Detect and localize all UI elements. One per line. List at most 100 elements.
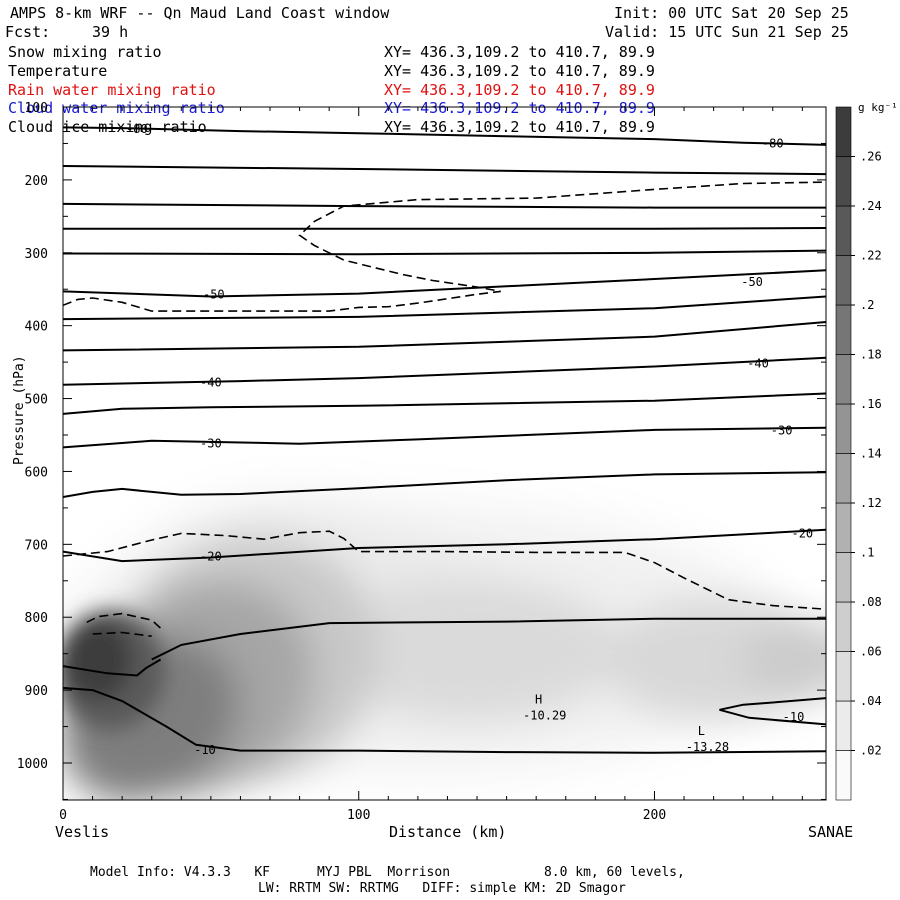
y-tick-label: 300 (25, 247, 48, 262)
colorbar-label: .16 (860, 397, 882, 411)
contour-label: -30 (771, 424, 793, 438)
right-endpoint-label: SANAE (808, 823, 854, 841)
y-tick-label: 800 (25, 611, 48, 626)
colorbar-bin (835, 403, 852, 454)
colorbar-bin (835, 156, 852, 207)
temperature-contour (63, 471, 826, 498)
high-marker: H (535, 693, 542, 707)
extremum-value: -10.29 (523, 709, 566, 723)
contour-label: -10 (783, 710, 805, 724)
x-tick-label: 200 (643, 808, 666, 823)
colorbar-bin (835, 750, 852, 801)
dashed-contour (63, 530, 826, 610)
colorbar-label: .04 (860, 694, 882, 708)
plot-frame (62, 106, 827, 801)
y-tick-label: 100 (25, 101, 48, 116)
valid-time: Valid: 15 UTC Sun 21 Sep 25 (605, 23, 849, 41)
field-name-temperature: Temperature (8, 62, 108, 80)
y-tick-label: 700 (25, 538, 48, 553)
colorbar-bin (835, 304, 852, 355)
colorbar-unit: g kg⁻¹ (858, 101, 898, 114)
contour-label: -80 (126, 122, 148, 136)
y-tick-label: 500 (25, 393, 48, 408)
temperature-contour (63, 356, 826, 386)
temperature-contour (63, 202, 826, 209)
y-axis-label: Pressure (hPa) (12, 355, 27, 465)
temperature-contour (719, 697, 826, 726)
y-tick-label: 900 (25, 684, 48, 699)
temperature-contour (63, 392, 826, 415)
y-tick-label: 1000 (17, 757, 48, 772)
colorbar-label: .14 (860, 447, 882, 461)
colorbar-bin (835, 354, 852, 405)
temperature-contour (63, 227, 826, 230)
temperature-contour (63, 686, 826, 754)
colorbar-label: .22 (860, 249, 882, 263)
colorbar-bin (835, 205, 852, 256)
left-endpoint-label: Veslis (55, 823, 110, 841)
contour-label: -80 (762, 136, 784, 150)
colorbar-bin (835, 601, 852, 652)
temperature-contour (63, 658, 162, 677)
snow-mixing-ratio-shading (63, 500, 826, 800)
field-xy-snow: XY= 436.3,109.2 to 410.7, 89.9 (384, 43, 655, 61)
field-xy-temperature: XY= 436.3,109.2 to 410.7, 89.9 (384, 62, 655, 80)
field-name-rain: Rain water mixing ratio (8, 81, 216, 99)
y-tick-label: 600 (25, 465, 48, 480)
model-info-line1: Model Info: V4.3.3 KF MYJ PBL Morrison 8… (90, 865, 685, 880)
temperature-contour (63, 528, 826, 563)
colorbar-label: .1 (860, 546, 874, 560)
colorbar-bin (835, 453, 852, 504)
temperature-contour (63, 249, 826, 256)
field-name-snow: Snow mixing ratio (8, 43, 162, 61)
contour-label: -20 (791, 526, 813, 540)
contour-label: -30 (200, 437, 222, 451)
colorbar: .02 .04 .06 .08 .1 .12 .14 .16 .18 .2 .22 .24 .26 (835, 106, 882, 801)
colorbar-label: .08 (860, 595, 882, 609)
temperature-contour (63, 426, 826, 449)
field-xy-cloud-ice: XY= 436.3,109.2 to 410.7, 89.9 (384, 118, 655, 136)
y-tick-label: 200 (25, 174, 48, 189)
model-info-line2: LW: RRTM SW: RRTMG DIFF: simple KM: 2D S… (258, 881, 626, 896)
field-xy-rain: XY= 436.3,109.2 to 410.7, 89.9 (384, 81, 655, 99)
forecast-hour: 39 h (92, 23, 129, 41)
contour-label: -20 (200, 550, 222, 564)
colorbar-bin (835, 700, 852, 751)
x-axis-label: Distance (km) (389, 823, 507, 841)
contour-label: -50 (741, 275, 763, 289)
colorbar-bin (835, 651, 852, 702)
contour-label: -40 (747, 357, 769, 371)
colorbar-label: .24 (860, 199, 882, 213)
field-name-cloud-ice: Cloud ice mixing ratio (8, 118, 207, 136)
colorbar-bin (835, 255, 852, 306)
colorbar-label: .18 (860, 348, 882, 362)
colorbar-label: .02 (860, 744, 882, 758)
contour-label: -10 (194, 743, 216, 757)
contour-label: -50 (203, 287, 225, 301)
y-tick-label: 400 (25, 320, 48, 335)
field-xy-cloud-water: XY= 436.3,109.2 to 410.7, 89.9 (384, 99, 655, 117)
temperature-contour (63, 165, 826, 176)
dashed-contour (86, 612, 162, 629)
colorbar-bin (835, 502, 852, 553)
field-name-cloud-water: Cloud water mixing ratio (8, 99, 225, 117)
x-tick-label: 0 (59, 808, 67, 823)
extremum-value: -13.28 (686, 740, 729, 754)
colorbar-label: .12 (860, 496, 882, 510)
init-time: Init: 00 UTC Sat 20 Sep 25 (614, 4, 849, 22)
contour-label: -40 (200, 376, 222, 390)
colorbar-label: .06 (860, 645, 882, 659)
colorbar-bin (835, 106, 852, 157)
chart-title: AMPS 8-km WRF -- Qn Maud Land Coast wind… (10, 4, 390, 22)
colorbar-label: .26 (860, 150, 882, 164)
dashed-contour (92, 631, 152, 637)
temperature-contour (63, 126, 826, 146)
temperature-contour (63, 269, 826, 298)
low-marker: L (698, 724, 705, 738)
dashed-contour (63, 181, 826, 312)
forecast-label: Fcst: (5, 23, 51, 41)
temperature-contour (151, 617, 826, 661)
x-tick-label: 100 (347, 808, 370, 823)
colorbar-label: .2 (860, 298, 874, 312)
